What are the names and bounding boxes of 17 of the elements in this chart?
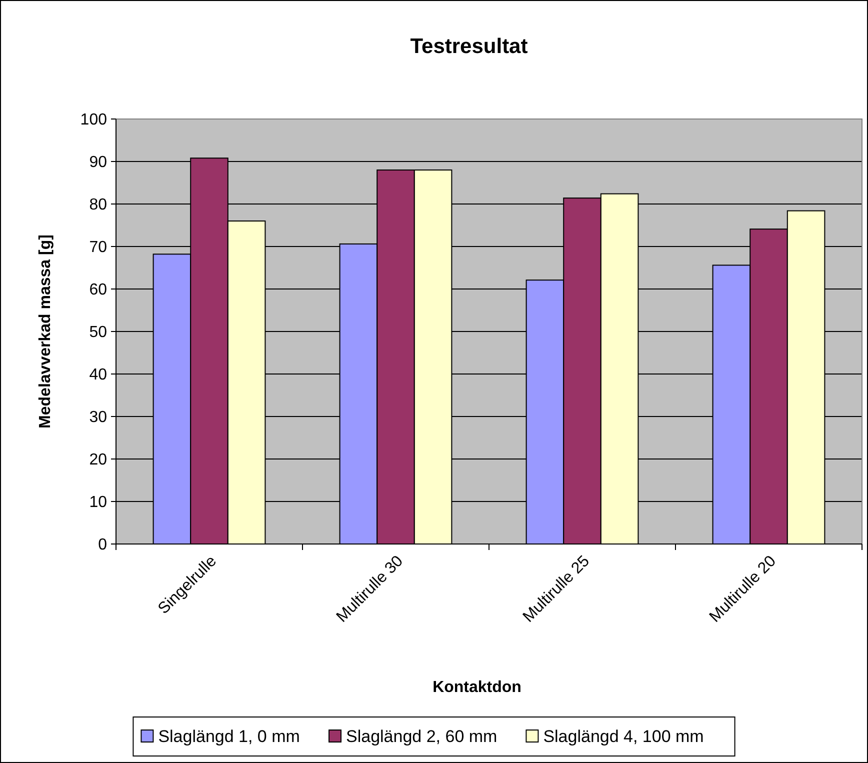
y-tick-label: 80 [89, 196, 108, 214]
legend-label: Slaglängd 1, 0 mm [158, 726, 300, 746]
chart-title: Testresultat [410, 35, 528, 58]
y-tick-label: 20 [89, 452, 108, 469]
y-tick-label: 60 [89, 282, 108, 299]
y-tick-label: 100 [80, 112, 108, 129]
y-tick-label: 40 [89, 366, 108, 384]
legend-label: Slaglängd 4, 100 mm [543, 726, 704, 746]
y-tick-label: 30 [89, 409, 108, 426]
y-tick-label: 90 [89, 154, 108, 172]
y-tick-label: 10 [89, 494, 108, 512]
y-tick-label: 50 [89, 324, 108, 342]
y-axis-title: Medelavverkad massa [g] [37, 234, 54, 428]
legend-label: Slaglängd 2, 60 mm [346, 726, 498, 746]
y-tick-label: 70 [89, 239, 108, 256]
y-tick-label: 0 [98, 536, 108, 554]
x-axis-title: Kontaktdon [432, 679, 522, 696]
